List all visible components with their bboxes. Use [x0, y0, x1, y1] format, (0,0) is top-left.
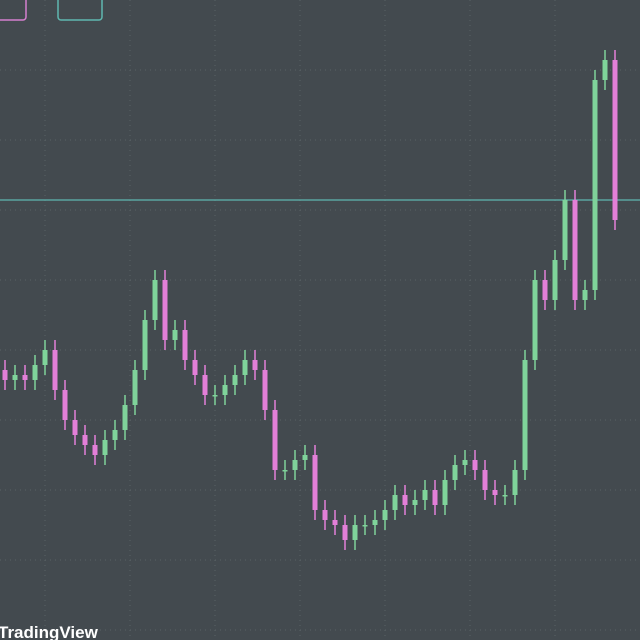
candle-body [572, 200, 578, 300]
candle-body [382, 510, 388, 520]
candle-body [12, 375, 18, 380]
candle-body [352, 525, 358, 540]
candle-body [52, 350, 58, 390]
candle-body [202, 375, 208, 395]
candle-body [292, 460, 298, 470]
candle-body [112, 430, 118, 440]
candle-body [372, 520, 378, 525]
watermark: TradingView [0, 623, 99, 640]
candle-body [462, 460, 468, 465]
candle-body [452, 465, 458, 480]
candle-body [482, 470, 488, 490]
candle-body [162, 280, 168, 340]
candle-body [262, 370, 268, 410]
candle-body [42, 350, 48, 365]
candle-body [212, 395, 218, 397]
candle-body [192, 360, 198, 375]
candle-body [442, 480, 448, 505]
candle-body [252, 360, 258, 370]
candle-body [92, 445, 98, 455]
candle-body [132, 370, 138, 405]
candle-body [592, 80, 598, 290]
candle-body [332, 520, 338, 525]
candle-body [402, 495, 408, 505]
candle-body [2, 370, 8, 380]
candle-body [152, 280, 158, 320]
candle-body [122, 405, 128, 430]
candle-body [312, 455, 318, 510]
candle-body [472, 460, 478, 470]
candle-body [72, 420, 78, 435]
candle-body [362, 525, 368, 527]
candle-body [582, 290, 588, 300]
candle-body [422, 490, 428, 500]
candle-body [552, 260, 558, 300]
candle-body [242, 360, 248, 375]
candle-body [412, 500, 418, 505]
candle-body [232, 375, 238, 385]
candle-body [612, 60, 618, 220]
legend-box [0, 0, 27, 21]
candle-body [502, 495, 508, 497]
candle-body [342, 525, 348, 540]
candle-body [32, 365, 38, 380]
candle-body [532, 280, 538, 360]
candle-body [432, 490, 438, 505]
candle-body [82, 435, 88, 445]
candle-body [322, 510, 328, 520]
candle-body [602, 60, 608, 80]
candle-body [392, 495, 398, 510]
candle-body [182, 330, 188, 360]
candle-body [272, 410, 278, 470]
candle-body [142, 320, 148, 370]
candle-body [562, 200, 568, 260]
candles [2, 50, 618, 550]
candle-body [512, 470, 518, 495]
candle-body [22, 375, 28, 380]
candle-body [62, 390, 68, 420]
candle-body [522, 360, 528, 470]
legend-box [57, 0, 103, 21]
candle-body [172, 330, 178, 340]
candle-body [492, 490, 498, 495]
candle-body [282, 470, 288, 472]
candle-body [222, 385, 228, 395]
candle-body [542, 280, 548, 300]
candle-body [302, 455, 308, 460]
candle-body [102, 440, 108, 455]
